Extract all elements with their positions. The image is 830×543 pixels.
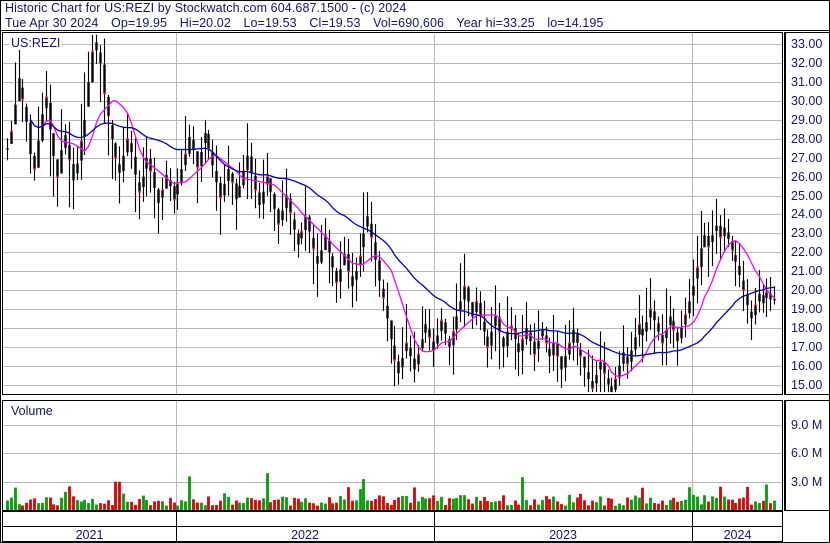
time-axis-label-row [3,526,782,542]
header-title-line: Historic Chart for US:REZI by Stockwatch… [1,1,829,16]
price-axis-tick: 28.00 [791,131,823,146]
chart-header: Historic Chart for US:REZI by Stockwatch… [1,1,829,31]
quote-high: Hi=20.02 [179,16,231,30]
price-axis-tick: 22.00 [791,245,823,260]
volume-chart-panel[interactable]: Volume [2,400,783,511]
time-axis-divider [692,512,693,541]
price-axis-tick: 18.00 [791,320,823,335]
price-axis-tick: 31.00 [791,75,823,90]
quote-close: Cl=19.53 [309,16,361,30]
price-axis-tick: 24.00 [791,207,823,222]
quote-volume: Vol=690,606 [373,16,445,30]
price-axis-tick: 27.00 [791,150,823,165]
price-axis-tick: 23.00 [791,226,823,241]
price-chart-panel[interactable]: US:REZI [2,32,783,395]
volume-axis-tick: 9.0 M [791,417,823,432]
quote-open: Op=19.95 [111,16,168,30]
time-axis-year-label: 2021 [75,528,104,542]
price-axis-tick: 20.00 [791,283,823,298]
time-axis-divider [434,512,435,541]
volume-panel-label: Volume [9,404,55,418]
header-quote-line: Tue Apr 30 2024 Op=19.95 Hi=20.02 Lo=19.… [1,16,829,31]
time-axis: 2021 2022 2023 2024 [2,511,783,542]
price-axis-tick: 16.00 [791,358,823,373]
price-axis-tick: 30.00 [791,94,823,109]
quote-year-high: Year hi=33.25 [456,16,535,30]
time-axis-year-label: 2022 [291,528,319,542]
price-axis-tick: 26.00 [791,169,823,184]
price-axis-tick: 29.00 [791,112,823,127]
price-axis-tick: 15.00 [791,377,823,392]
volume-axis-tick: 3.0 M [791,474,823,489]
price-axis-tick: 32.00 [791,56,823,71]
price-axis-tick: 25.00 [791,188,823,203]
time-axis-year-label: 2023 [549,528,577,542]
price-panel-symbol-label: US:REZI [9,36,63,50]
price-axis-tick: 17.00 [791,339,823,354]
volume-axis: 3.0 M 6.0 M 9.0 M [784,400,830,511]
header-title: Historic Chart for US:REZI by Stockwatch… [5,1,407,15]
volume-plot [3,401,782,510]
time-axis-year-label: 2024 [723,528,752,542]
quote-low: Lo=19.53 [243,16,297,30]
price-axis-tick: 19.00 [791,301,823,316]
price-axis-tick: 33.00 [791,37,823,52]
time-axis-divider [176,512,177,541]
volume-axis-tick: 6.0 M [791,446,823,461]
quote-year-low: lo=14.195 [547,16,604,30]
price-axis-tick: 21.00 [791,264,823,279]
price-plot [3,33,782,394]
price-axis: 33.00 32.00 31.00 30.00 29.00 28.00 27.00 26.00… [784,32,830,395]
quote-date: Tue Apr 30 2024 [5,16,99,30]
